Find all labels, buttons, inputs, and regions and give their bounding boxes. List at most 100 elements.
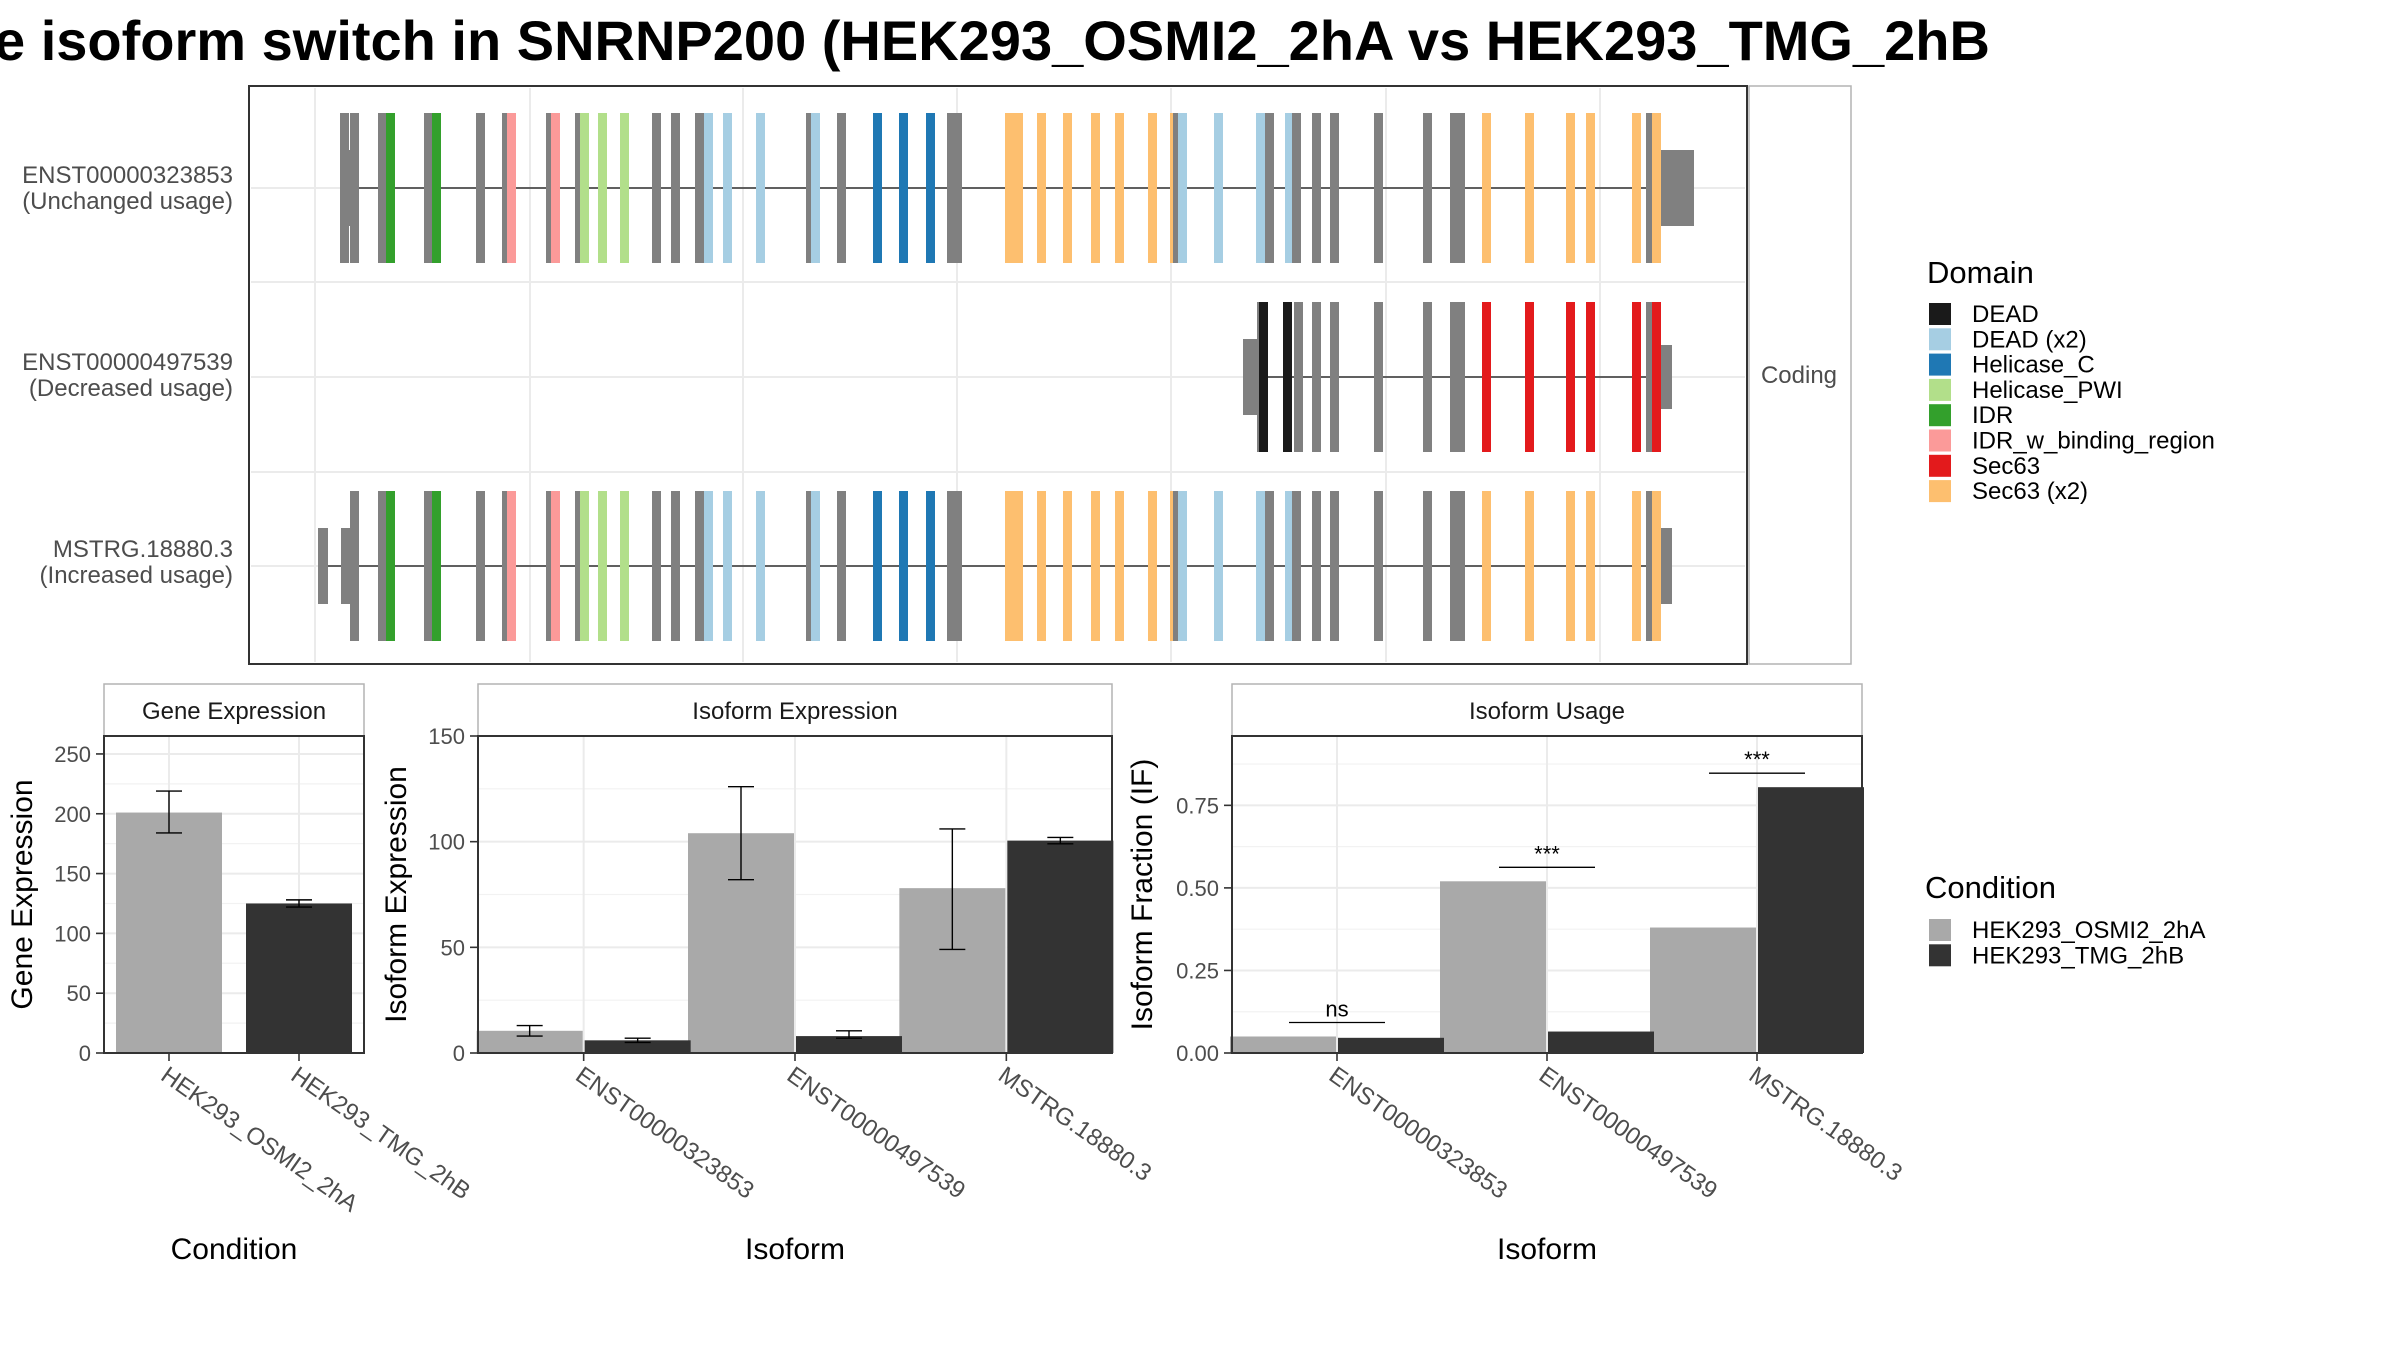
domain-exon bbox=[580, 113, 589, 263]
domain-exon bbox=[620, 491, 629, 641]
domain-exon bbox=[723, 491, 732, 641]
domain-exon bbox=[1652, 302, 1661, 452]
domain-exon bbox=[580, 491, 589, 641]
y-tick-label: 200 bbox=[54, 802, 91, 827]
x-tick-label: ENST00000323853 bbox=[571, 1062, 759, 1205]
domain-exon bbox=[598, 491, 607, 641]
domain-exon bbox=[811, 113, 820, 263]
domain-legend-key bbox=[1929, 404, 1951, 427]
domain-exon bbox=[926, 113, 935, 263]
domain-exon bbox=[507, 113, 516, 263]
domain-exon bbox=[1283, 302, 1292, 452]
domain-exon bbox=[1214, 113, 1223, 263]
panel-strip bbox=[477, 683, 1113, 737]
domain-exon bbox=[1115, 113, 1124, 263]
exon bbox=[806, 491, 815, 641]
exon bbox=[1423, 491, 1432, 641]
domain-exon bbox=[386, 491, 395, 641]
isoform-label-3-usage: (Increased usage) bbox=[40, 562, 233, 589]
exon bbox=[1450, 302, 1459, 452]
bar bbox=[1650, 927, 1756, 1053]
x-tick-label: ENST00000497539 bbox=[1534, 1062, 1722, 1205]
exon bbox=[1374, 302, 1383, 452]
isoform-track bbox=[340, 113, 1694, 263]
domain-exon bbox=[1652, 491, 1661, 641]
exon bbox=[1646, 113, 1655, 263]
domain-exon bbox=[811, 491, 820, 641]
exon bbox=[1312, 113, 1321, 263]
bar bbox=[1548, 1031, 1654, 1053]
domain-exon bbox=[899, 491, 908, 641]
y-tick-label: 0.50 bbox=[1176, 876, 1219, 901]
exon bbox=[350, 491, 359, 641]
exon bbox=[1330, 113, 1339, 263]
significance-label: *** bbox=[1744, 747, 1770, 772]
exon bbox=[1450, 491, 1459, 641]
domain-exon bbox=[723, 113, 732, 263]
domain-legend-label: IDR_w_binding_region bbox=[1972, 428, 2215, 455]
domain-exon bbox=[1566, 302, 1575, 452]
domain-exon bbox=[873, 113, 882, 263]
domain-exon bbox=[1063, 491, 1072, 641]
domain-exon bbox=[1632, 113, 1641, 263]
coding-facet-strip bbox=[1748, 85, 1852, 665]
x-axis-title: Isoform bbox=[745, 1233, 845, 1266]
structure-rows bbox=[318, 113, 1694, 641]
isoform-track bbox=[1243, 302, 1672, 452]
domain-exon bbox=[1256, 113, 1265, 263]
domain-exon bbox=[1632, 491, 1641, 641]
y-axis-title: Isoform Expression bbox=[380, 766, 413, 1023]
y-axis-title: Gene Expression bbox=[6, 779, 39, 1009]
domain-legend-label: Helicase_PWI bbox=[1972, 377, 2123, 404]
x-tick-label: ENST00000323853 bbox=[1324, 1062, 1512, 1205]
x-tick-label: MSTRG.18880.3 bbox=[993, 1062, 1156, 1187]
bar bbox=[1007, 840, 1114, 1053]
isoform-usage-panel: Isoform Usage ns *** *** 0.00 0.25 0.50 0.75 ENS… bbox=[1126, 683, 1907, 1266]
exon bbox=[837, 113, 846, 263]
domain-exon bbox=[620, 113, 629, 263]
panel-strip bbox=[1231, 683, 1863, 737]
exon bbox=[378, 491, 387, 641]
isoform-label-3-id: MSTRG.18880.3 bbox=[53, 536, 233, 563]
x-axis-title: Isoform bbox=[1497, 1233, 1597, 1266]
bar bbox=[1338, 1037, 1444, 1053]
domain-exon bbox=[507, 491, 516, 641]
exon bbox=[476, 113, 485, 263]
domain-exon bbox=[1115, 491, 1124, 641]
domain-exon bbox=[1525, 113, 1534, 263]
domain-exon bbox=[756, 491, 765, 641]
isoform-label-2-usage: (Decreased usage) bbox=[29, 375, 233, 402]
exon bbox=[1456, 113, 1465, 263]
domain-exon bbox=[1014, 113, 1023, 263]
exon bbox=[695, 113, 704, 263]
panel-strip-label: Isoform Usage bbox=[1469, 698, 1625, 725]
panel-strip-label: Gene Expression bbox=[142, 698, 326, 725]
exon bbox=[652, 491, 661, 641]
exon bbox=[378, 113, 387, 263]
exon bbox=[1265, 113, 1274, 263]
exon bbox=[806, 113, 815, 263]
domain-exon bbox=[1014, 491, 1023, 641]
domain-exon bbox=[704, 491, 713, 641]
y-tick-label: 150 bbox=[54, 862, 91, 887]
domain-exon bbox=[1482, 302, 1491, 452]
exon bbox=[546, 491, 555, 641]
isoform-label-2-id: ENST00000497539 bbox=[22, 349, 233, 376]
condition-legend-title: Condition bbox=[1925, 870, 2056, 905]
bar bbox=[246, 903, 352, 1053]
exon bbox=[575, 491, 584, 641]
bar bbox=[1758, 787, 1864, 1053]
domain-legend-label: Sec63 (x2) bbox=[1972, 478, 2088, 505]
exon bbox=[1646, 302, 1655, 452]
exon bbox=[424, 491, 433, 641]
domain-exon bbox=[551, 113, 560, 263]
exon bbox=[350, 113, 359, 263]
domain-exon bbox=[899, 113, 908, 263]
panel-border bbox=[103, 735, 365, 1054]
domain-exon bbox=[1525, 302, 1534, 452]
y-tick-label: 0 bbox=[453, 1041, 465, 1066]
domain-exon bbox=[1214, 491, 1223, 641]
domain-legend-key bbox=[1929, 429, 1951, 452]
